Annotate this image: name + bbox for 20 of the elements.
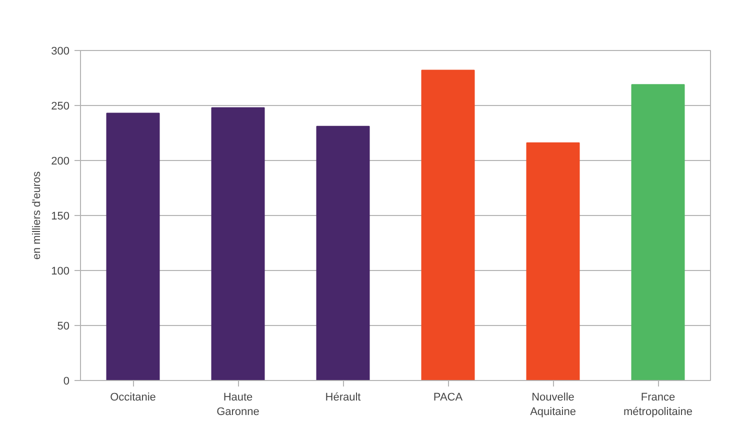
- x-tick-label: France métropolitaine: [623, 392, 693, 418]
- y-tick-label: 50: [57, 320, 70, 332]
- y-tick-label: 200: [51, 156, 70, 168]
- y-tick-label: 0: [63, 376, 70, 388]
- x-tick-label: Occitanie: [110, 392, 156, 404]
- y-tick-label: 150: [51, 210, 70, 222]
- x-tick-label: Nouvelle Aquitaine: [530, 392, 576, 418]
- x-tick-label: Hérault: [325, 392, 361, 404]
- bar: [631, 84, 685, 380]
- x-tick-label: Haute Garonne: [216, 392, 260, 418]
- y-axis-title: en milliers d'euros: [31, 170, 44, 260]
- y-tick-label: 250: [51, 100, 70, 112]
- bar: [211, 107, 265, 380]
- bar: [421, 70, 475, 380]
- x-tick-label: PACA: [433, 392, 464, 404]
- y-tick-label: 300: [51, 46, 70, 58]
- bar: [106, 112, 160, 380]
- y-tick-label: 100: [51, 266, 70, 278]
- bar: [526, 142, 580, 380]
- bar: [316, 126, 370, 380]
